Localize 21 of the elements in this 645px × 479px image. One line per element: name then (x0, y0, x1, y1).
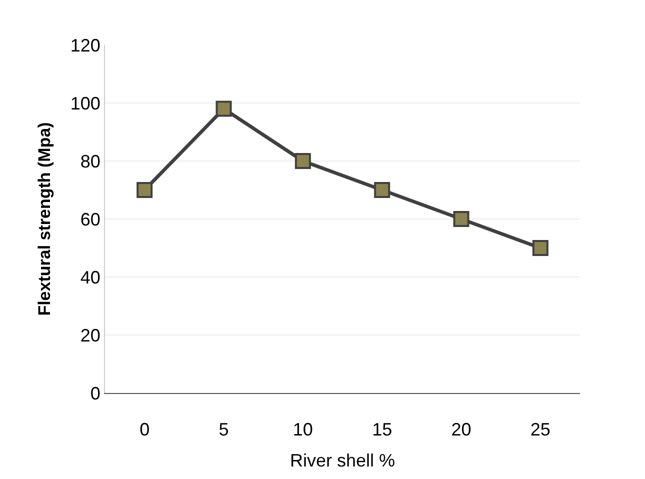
y-tick-label: 60 (80, 209, 100, 230)
point (136, 182, 153, 198)
x-tick-label: 10 (292, 420, 313, 440)
x-tick-label: 0 (140, 420, 150, 440)
point (294, 153, 311, 169)
x-axis-title: River shell % (290, 450, 396, 471)
x-tick-label: 25 (530, 420, 550, 440)
y-tick-label: 0 (90, 383, 100, 404)
y-tick-label: 20 (80, 325, 100, 346)
y-tick-label: 40 (80, 267, 100, 288)
y-tick-label: 100 (70, 93, 100, 114)
y-tick-label: 80 (80, 151, 100, 172)
point (216, 100, 232, 117)
y-axis-title: Flextural strength (Mpa) (34, 122, 54, 316)
point (532, 240, 548, 256)
point (453, 211, 470, 227)
point (374, 182, 390, 198)
x-tick-label: 15 (372, 420, 392, 440)
x-tick-label: 5 (218, 420, 229, 440)
x-tick-label: 20 (451, 420, 472, 440)
y-tick-label: 120 (70, 35, 100, 56)
